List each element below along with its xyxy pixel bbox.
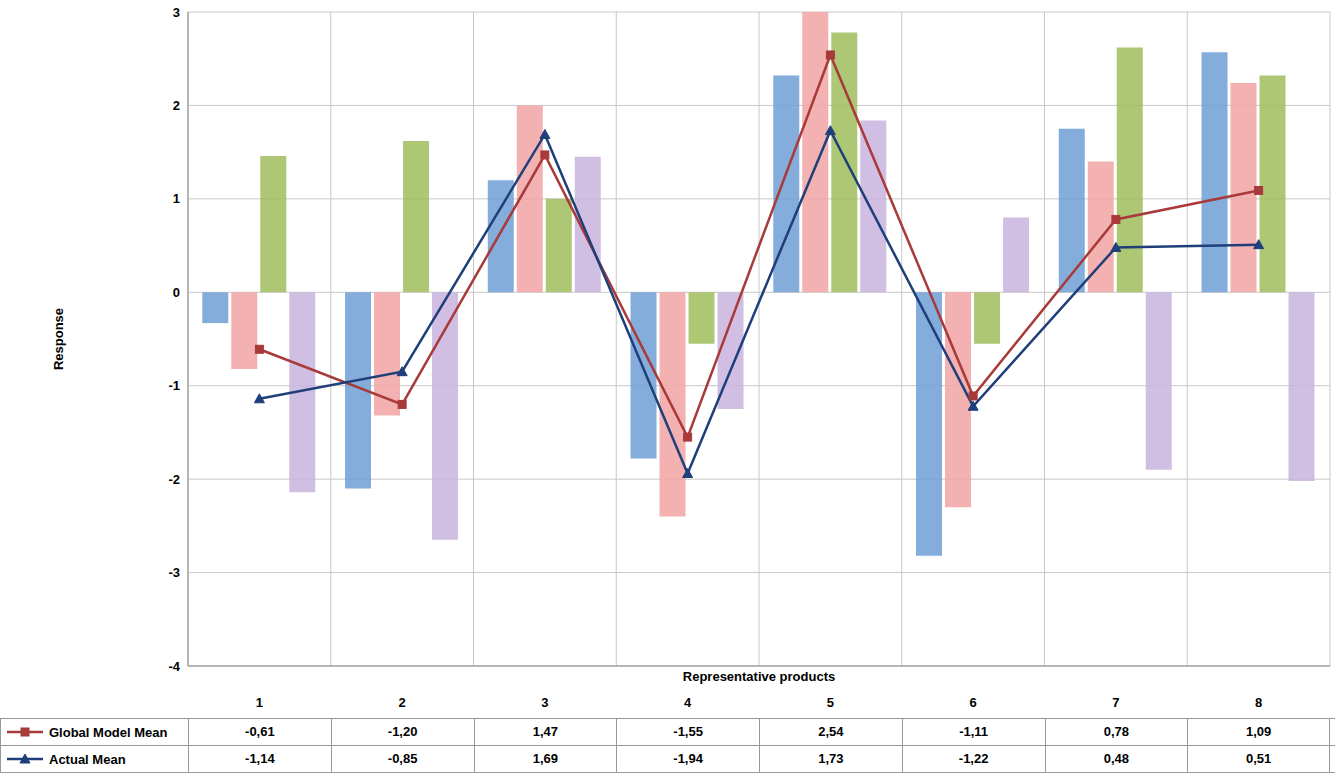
svg-text:4: 4 xyxy=(684,695,692,710)
svg-text:0: 0 xyxy=(173,285,180,300)
svg-text:Representative products: Representative products xyxy=(683,669,835,684)
html-text:-1,14: -1,14 xyxy=(245,751,275,766)
svg-text:6: 6 xyxy=(970,695,977,710)
svg-text:1: 1 xyxy=(173,191,180,206)
svg-text:5: 5 xyxy=(827,695,834,710)
svg-text:3: 3 xyxy=(541,695,548,710)
svg-text:2: 2 xyxy=(173,98,180,113)
html-text:0,48: 0,48 xyxy=(1103,751,1129,766)
svg-text:3: 3 xyxy=(173,5,180,20)
html-text:1,47: 1,47 xyxy=(532,724,558,739)
html-text:-0,85: -0,85 xyxy=(387,751,418,766)
html-text:-1,22: -1,22 xyxy=(958,751,989,766)
html-text:0,51: 0,51 xyxy=(1246,751,1272,766)
svg-text:8: 8 xyxy=(1255,695,1262,710)
html-text:1,69: 1,69 xyxy=(532,751,558,766)
svg-text:7: 7 xyxy=(1112,695,1119,710)
svg-text:Response: Response xyxy=(51,308,66,370)
html-text:1,73: 1,73 xyxy=(818,751,844,766)
html-text:2,54: 2,54 xyxy=(818,724,844,739)
svg-text:1: 1 xyxy=(256,695,263,710)
svg-text:-4: -4 xyxy=(168,659,180,674)
svg-text:-2: -2 xyxy=(168,472,180,487)
html-text:Global Model Mean: Global Model Mean xyxy=(49,724,168,740)
html-text:-1,94: -1,94 xyxy=(673,751,703,766)
html-text:Actual Mean: Actual Mean xyxy=(49,751,126,767)
html-text:0,78: 0,78 xyxy=(1103,724,1129,739)
svg-text:-1: -1 xyxy=(168,378,180,393)
html-text:-1,55: -1,55 xyxy=(673,724,703,739)
html-text:-1,20: -1,20 xyxy=(387,724,418,739)
html-text:-0,61: -0,61 xyxy=(245,724,275,739)
svg-text:2: 2 xyxy=(399,695,406,710)
html-text:1,09: 1,09 xyxy=(1246,724,1272,739)
svg-text:-3: -3 xyxy=(168,565,180,580)
html-text:-1,11: -1,11 xyxy=(959,724,989,739)
